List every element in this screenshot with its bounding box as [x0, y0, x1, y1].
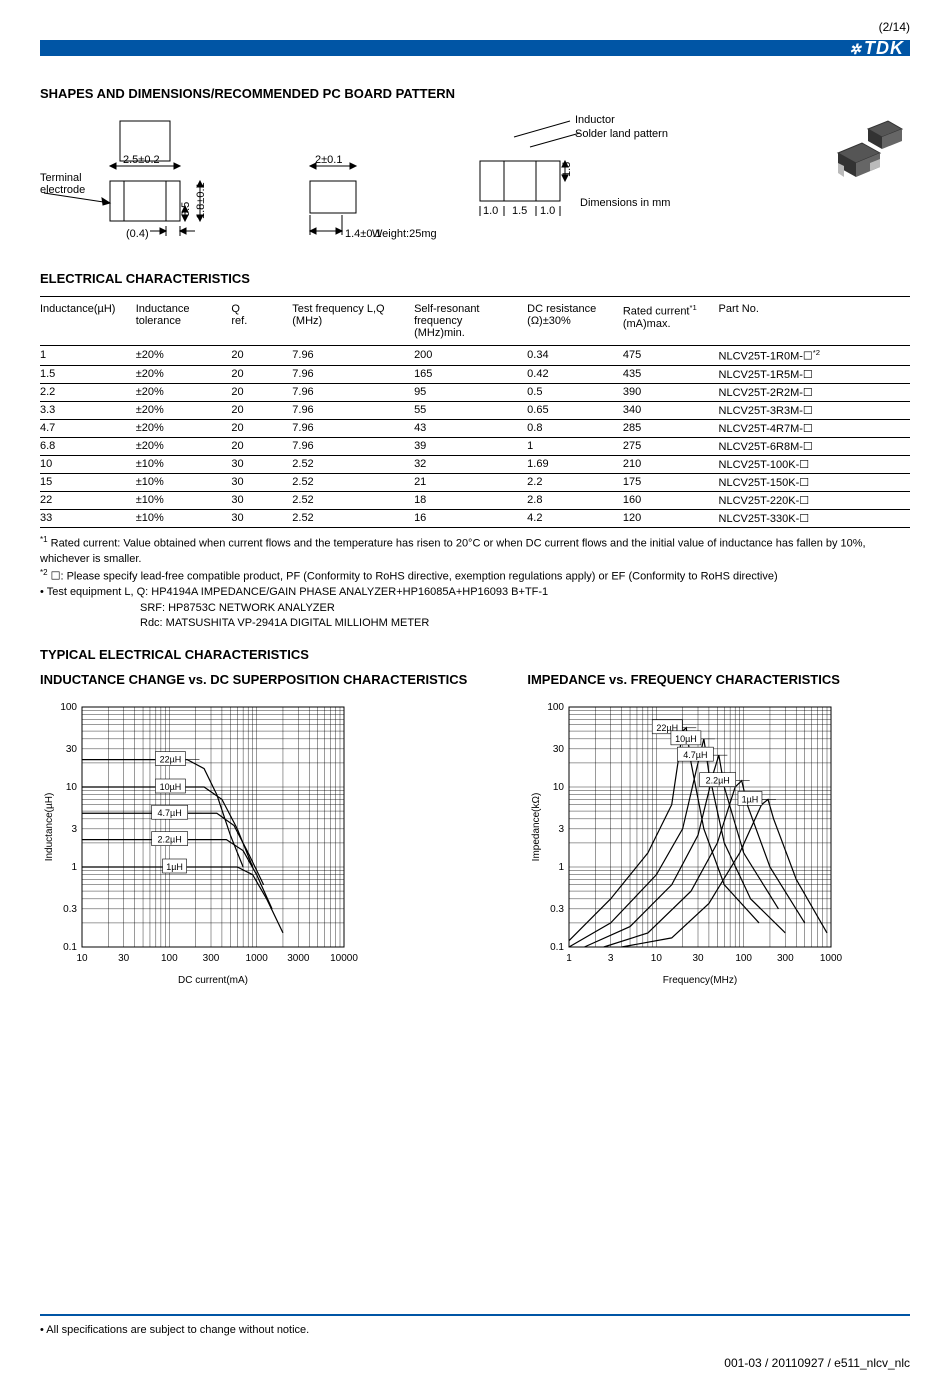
svg-text:Inductor: Inductor: [575, 114, 615, 126]
svg-text:300: 300: [777, 953, 794, 964]
brand-logo: ✲TDK: [849, 38, 904, 59]
svg-text:1.0: 1.0: [540, 205, 555, 217]
table-row: 1.5±20%207.961650.42435NLCV25T-1R5M-☐: [40, 365, 910, 383]
svg-text:2.2µH: 2.2µH: [158, 835, 182, 845]
typical-heading: TYPICAL ELECTRICAL CHARACTERISTICS: [40, 647, 910, 662]
charts-row: INDUCTANCE CHANGE vs. DC SUPERPOSITION C…: [40, 672, 910, 994]
table-row: 2.2±20%207.96950.5390NLCV25T-2R2M-☐: [40, 383, 910, 401]
svg-text:2±0.1: 2±0.1: [315, 154, 342, 166]
col-header: Self-resonantfrequency(MHz)min.: [414, 297, 527, 346]
svg-text:0.3: 0.3: [550, 904, 564, 915]
svg-text:1: 1: [567, 953, 573, 964]
svg-text:100: 100: [161, 953, 178, 964]
svg-text:300: 300: [203, 953, 220, 964]
table-row: 3.3±20%207.96550.65340NLCV25T-3R3M-☐: [40, 401, 910, 419]
svg-text:1µH: 1µH: [166, 862, 183, 872]
svg-text:10: 10: [651, 953, 663, 964]
svg-text:0.5: 0.5: [180, 202, 192, 217]
svg-text:10: 10: [76, 953, 88, 964]
table-row: 4.7±20%207.96430.8285NLCV25T-4R7M-☐: [40, 419, 910, 437]
svg-text:4.7µH: 4.7µH: [158, 808, 182, 818]
svg-text:22µH: 22µH: [160, 755, 182, 765]
page-number: (2/14): [40, 20, 910, 34]
col-header: Rated current*1(mA)max.: [623, 297, 719, 346]
table-row: 33±10%302.52164.2120NLCV25T-330K-☐: [40, 509, 910, 527]
svg-text:1.8±0.1: 1.8±0.1: [195, 182, 207, 219]
svg-text:1000: 1000: [246, 953, 269, 964]
svg-text:1µH: 1µH: [742, 795, 759, 805]
chart2-svg: 1 3 10 30 100 300 1000 0.1 0.3 1 3 10 30 100 Frequency…: [527, 701, 847, 991]
top-view-drawing: Terminal electrode 2.5±0.2 (0.4) 0.5 1.8…: [40, 111, 280, 251]
svg-text:0.3: 0.3: [63, 904, 77, 915]
svg-text:Solder land pattern: Solder land pattern: [575, 128, 668, 140]
svg-text:3: 3: [608, 953, 614, 964]
svg-text:1.5: 1.5: [561, 162, 573, 177]
header-bar: ✲TDK: [40, 40, 910, 56]
chart1-block: INDUCTANCE CHANGE vs. DC SUPERPOSITION C…: [40, 672, 467, 994]
shapes-heading: SHAPES AND DIMENSIONS/RECOMMENDED PC BOA…: [40, 86, 910, 101]
svg-text:Dimensions in mm: Dimensions in mm: [580, 197, 670, 209]
elec-heading: ELECTRICAL CHARACTERISTICS: [40, 271, 910, 286]
svg-text:3: 3: [71, 824, 77, 835]
chart1-svg: 103010030010003000100000.10.3131030100DC…: [40, 701, 360, 991]
footer-note: • All specifications are subject to chan…: [40, 1324, 910, 1336]
svg-text:1: 1: [71, 862, 77, 873]
svg-text:3: 3: [559, 824, 565, 835]
side-view-drawing: 2±0.1 1.4±0.1 Weight:25mg: [300, 111, 450, 251]
col-header: Inductancetolerance: [136, 297, 232, 346]
svg-text:1.5: 1.5: [512, 205, 527, 217]
svg-text:10µH: 10µH: [675, 734, 697, 744]
svg-text:30: 30: [118, 953, 130, 964]
svg-text:DC current(mA): DC current(mA): [178, 975, 248, 986]
svg-text:1000: 1000: [820, 953, 843, 964]
svg-text:10000: 10000: [330, 953, 358, 964]
shapes-row: Terminal electrode 2.5±0.2 (0.4) 0.5 1.8…: [40, 111, 910, 251]
svg-text:0.1: 0.1: [63, 942, 77, 953]
svg-text:Impedance(kΩ): Impedance(kΩ): [531, 793, 542, 862]
doc-id: 001-03 / 20110927 / e511_nlcv_nlc: [40, 1356, 910, 1370]
terminal-label: Terminal: [40, 172, 82, 184]
svg-text:2.5±0.2: 2.5±0.2: [123, 154, 160, 166]
svg-text:30: 30: [553, 744, 565, 755]
svg-text:30: 30: [693, 953, 705, 964]
svg-text:1.0: 1.0: [483, 205, 498, 217]
svg-text:3000: 3000: [287, 953, 310, 964]
svg-text:100: 100: [548, 702, 565, 713]
chart2-block: IMPEDANCE vs. FREQUENCY CHARACTERISTICS …: [527, 672, 847, 994]
svg-text:1: 1: [559, 862, 565, 873]
table-row: 6.8±20%207.96391275NLCV25T-6R8M-☐: [40, 437, 910, 455]
col-header: Test frequency L,Q(MHz): [292, 297, 414, 346]
footnotes: *1 Rated current: Value obtained when cu…: [40, 534, 910, 632]
svg-text:100: 100: [736, 953, 753, 964]
top-view-svg: Terminal electrode 2.5±0.2 (0.4) 0.5 1.8…: [40, 111, 280, 251]
svg-text:10µH: 10µH: [160, 782, 182, 792]
col-header: DC resistance(Ω)±30%: [527, 297, 623, 346]
svg-text:electrode: electrode: [40, 184, 85, 196]
svg-text:2.2µH: 2.2µH: [706, 776, 730, 786]
col-header: Qref.: [231, 297, 292, 346]
svg-text:4.7µH: 4.7µH: [684, 750, 708, 760]
col-header: Inductance(µH): [40, 297, 136, 346]
table-row: 1±20%207.962000.34475NLCV25T-1R0M-☐*2: [40, 346, 910, 366]
footer-rule: [40, 1314, 910, 1316]
chart2-title: IMPEDANCE vs. FREQUENCY CHARACTERISTICS: [527, 672, 847, 689]
svg-text:Frequency(MHz): Frequency(MHz): [663, 975, 737, 986]
svg-text:Weight:25mg: Weight:25mg: [372, 228, 437, 240]
table-row: 10±10%302.52321.69210NLCV25T-100K-☐: [40, 455, 910, 473]
table-row: 15±10%302.52212.2175NLCV25T-150K-☐: [40, 473, 910, 491]
svg-text:(0.4): (0.4): [126, 228, 149, 240]
svg-text:30: 30: [66, 744, 78, 755]
land-pattern-drawing: Inductor Solder land pattern 1.0 1.5 1.0…: [470, 111, 700, 251]
table-row: 22±10%302.52182.8160NLCV25T-220K-☐: [40, 491, 910, 509]
chart1-title: INDUCTANCE CHANGE vs. DC SUPERPOSITION C…: [40, 672, 467, 689]
svg-text:10: 10: [66, 782, 78, 793]
svg-text:0.1: 0.1: [550, 942, 564, 953]
svg-text:Inductance(µH): Inductance(µH): [44, 793, 55, 862]
col-header: Part No.: [719, 297, 910, 346]
svg-text:10: 10: [553, 782, 565, 793]
chip-render: [830, 111, 910, 194]
electrical-table: Inductance(µH)InductancetoleranceQref.Te…: [40, 296, 910, 528]
svg-text:100: 100: [60, 702, 77, 713]
